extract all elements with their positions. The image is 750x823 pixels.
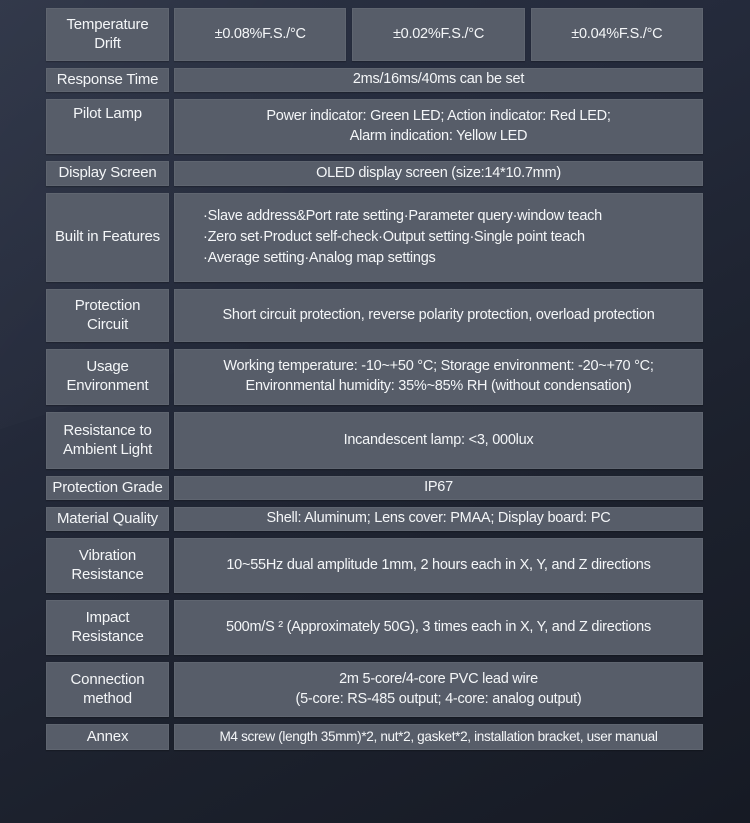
spec-label-text: Pilot Lamp — [73, 105, 142, 122]
spec-row-temperature-drift: Temperature Drift ±0.08%F.S./°C ±0.02%F.… — [46, 8, 703, 61]
spec-value-text: IP67 — [424, 479, 453, 496]
spec-value-protection-grade: IP67 — [174, 476, 703, 500]
spec-value-text: Incandescent lamp: <3, 000lux — [343, 431, 534, 448]
spec-label-response-time: Response Time — [46, 68, 169, 92]
spec-row-response-time: Response Time 2ms/16ms/40ms can be set — [46, 68, 703, 92]
spec-label-pilot-lamp: Pilot Lamp — [46, 99, 169, 154]
spec-value-drift-1: ±0.08%F.S./°C — [174, 8, 347, 61]
spec-value-text: ±0.08%F.S./°C — [214, 25, 306, 42]
spec-label-text: Protection Circuit — [74, 296, 141, 333]
spec-value-connection-method: 2m 5-core/4-core PVC lead wire (5-core: … — [174, 662, 703, 717]
spec-value-lines: Working temperature: -10~+50 °C; Storage… — [223, 357, 654, 396]
spec-value-line: 2m 5-core/4-core PVC lead wire — [339, 670, 538, 687]
spec-row-resistance-ambient-light: Resistance to Ambient Light Incandescent… — [46, 412, 703, 469]
spec-values-built-in-features: ·Slave address&Port rate setting·Paramet… — [174, 193, 703, 282]
spec-value-protection-circuit: Short circuit protection, reverse polari… — [174, 289, 703, 342]
spec-label-material-quality: Material Quality — [46, 507, 169, 531]
spec-row-pilot-lamp: Pilot Lamp Power indicator: Green LED; A… — [46, 99, 703, 154]
spec-value-lines: 2m 5-core/4-core PVC lead wire (5-core: … — [296, 670, 582, 709]
spec-row-protection-grade: Protection Grade IP67 — [46, 476, 703, 500]
spec-value-built-in-features: ·Slave address&Port rate setting·Paramet… — [174, 193, 703, 282]
spec-label-display-screen: Display Screen — [46, 161, 169, 186]
spec-row-material-quality: Material Quality Shell: Aluminum; Lens c… — [46, 507, 703, 531]
spec-values-temperature-drift: ±0.08%F.S./°C ±0.02%F.S./°C ±0.04%F.S./°… — [174, 8, 703, 61]
spec-value-text: ±0.02%F.S./°C — [392, 25, 485, 42]
spec-value-text: Short circuit protection, reverse polari… — [222, 306, 655, 323]
spec-value-lines: Power indicator: Green LED; Action indic… — [266, 107, 611, 146]
spec-value-material-quality: Shell: Aluminum; Lens cover: PMAA; Displ… — [174, 507, 703, 531]
spec-value-line: Environmental humidity: 35%~85% RH (with… — [245, 378, 632, 394]
spec-values-annex: M4 screw (length 35mm)*2, nut*2, gasket*… — [174, 724, 703, 750]
spec-values-pilot-lamp: Power indicator: Green LED; Action indic… — [174, 99, 703, 154]
spec-values-protection-grade: IP67 — [174, 476, 703, 500]
spec-label-resistance-ambient-light: Resistance to Ambient Light — [46, 412, 169, 469]
spec-value-line: Power indicator: Green LED; Action indic… — [266, 107, 611, 124]
spec-values-material-quality: Shell: Aluminum; Lens cover: PMAA; Displ… — [174, 507, 703, 531]
spec-value-line: ·Slave address&Port rate setting·Paramet… — [203, 208, 602, 224]
spec-value-line: Alarm indication: Yellow LED — [349, 127, 528, 144]
spec-label-text: Vibration Resistance — [71, 546, 144, 583]
spec-value-line: (5-core: RS-485 output; 4-core: analog o… — [295, 690, 582, 707]
spec-value-annex: M4 screw (length 35mm)*2, nut*2, gasket*… — [174, 724, 703, 750]
spec-label-text: Response Time — [56, 70, 159, 88]
spec-value-text: 10~55Hz dual amplitude 1mm, 2 hours each… — [226, 556, 651, 573]
spec-label-connection-method: Connection method — [46, 662, 169, 717]
spec-row-usage-environment: Usage Environment Working temperature: -… — [46, 349, 703, 405]
spec-row-built-in-features: Built in Features ·Slave address&Port ra… — [46, 193, 703, 282]
spec-values-display-screen: OLED display screen (size:14*10.7mm) — [174, 161, 703, 186]
spec-label-built-in-features: Built in Features — [46, 193, 169, 282]
spec-value-line: ·Average setting·Analog map settings — [203, 250, 436, 266]
spec-value-text: Shell: Aluminum; Lens cover: PMAA; Displ… — [266, 510, 611, 527]
spec-label-text: Usage Environment — [66, 358, 149, 394]
spec-value-text: ±0.04%F.S./°C — [571, 25, 663, 42]
spec-values-resistance-ambient-light: Incandescent lamp: <3, 000lux — [174, 412, 703, 469]
spec-row-vibration-resistance: Vibration Resistance 10~55Hz dual amplit… — [46, 538, 703, 593]
spec-row-impact-resistance: Impact Resistance 500m/S ² (Approximatel… — [46, 600, 703, 655]
spec-row-connection-method: Connection method 2m 5-core/4-core PVC l… — [46, 662, 703, 717]
spec-values-vibration-resistance: 10~55Hz dual amplitude 1mm, 2 hours each… — [174, 538, 703, 593]
spec-values-protection-circuit: Short circuit protection, reverse polari… — [174, 289, 703, 342]
spec-value-drift-3: ±0.04%F.S./°C — [530, 8, 703, 61]
spec-value-text: M4 screw (length 35mm)*2, nut*2, gasket*… — [219, 728, 658, 744]
spec-value-lines: ·Slave address&Port rate setting·Paramet… — [203, 206, 602, 269]
spec-row-display-screen: Display Screen OLED display screen (size… — [46, 161, 703, 186]
spec-value-resistance-ambient-light: Incandescent lamp: <3, 000lux — [174, 412, 703, 469]
spec-label-usage-environment: Usage Environment — [46, 349, 169, 405]
spec-value-drift-2: ±0.02%F.S./°C — [352, 8, 525, 61]
spec-row-protection-circuit: Protection Circuit Short circuit protect… — [46, 289, 703, 342]
spec-label-protection-circuit: Protection Circuit — [46, 289, 169, 342]
spec-value-text: 2ms/16ms/40ms can be set — [352, 71, 525, 88]
spec-value-vibration-resistance: 10~55Hz dual amplitude 1mm, 2 hours each… — [174, 538, 703, 593]
spec-label-text: Protection Grade — [52, 478, 163, 496]
spec-label-text: Built in Features — [55, 228, 160, 246]
spec-label-text: Annex — [86, 727, 129, 745]
spec-label-text: Temperature Drift — [66, 15, 149, 52]
spec-value-display-screen: OLED display screen (size:14*10.7mm) — [174, 161, 703, 186]
spec-label-text: Display Screen — [58, 164, 157, 182]
spec-label-text: Material Quality — [56, 509, 158, 527]
spec-label-text: Impact Resistance — [71, 608, 144, 645]
spec-values-impact-resistance: 500m/S ² (Approximately 50G), 3 times ea… — [174, 600, 703, 655]
spec-value-impact-resistance: 500m/S ² (Approximately 50G), 3 times ea… — [174, 600, 703, 655]
spec-value-pilot-lamp: Power indicator: Green LED; Action indic… — [174, 99, 703, 154]
specification-table: Temperature Drift ±0.08%F.S./°C ±0.02%F.… — [46, 8, 703, 750]
spec-value-text: OLED display screen (size:14*10.7mm) — [316, 164, 561, 181]
spec-value-response-time: 2ms/16ms/40ms can be set — [174, 68, 703, 92]
spec-label-annex: Annex — [46, 724, 169, 750]
spec-value-line: ·Zero set·Product self-check·Output sett… — [203, 229, 585, 245]
spec-row-annex: Annex M4 screw (length 35mm)*2, nut*2, g… — [46, 724, 703, 750]
spec-label-text: Connection method — [70, 670, 145, 707]
spec-values-response-time: 2ms/16ms/40ms can be set — [174, 68, 703, 92]
spec-values-connection-method: 2m 5-core/4-core PVC lead wire (5-core: … — [174, 662, 703, 717]
spec-values-usage-environment: Working temperature: -10~+50 °C; Storage… — [174, 349, 703, 405]
spec-value-line: Working temperature: -10~+50 °C; Storage… — [223, 358, 654, 375]
spec-label-impact-resistance: Impact Resistance — [46, 600, 169, 655]
spec-value-usage-environment: Working temperature: -10~+50 °C; Storage… — [174, 349, 703, 405]
spec-label-protection-grade: Protection Grade — [46, 476, 169, 500]
spec-label-temperature-drift: Temperature Drift — [46, 8, 169, 61]
spec-label-text: Resistance to Ambient Light — [62, 421, 153, 458]
spec-label-vibration-resistance: Vibration Resistance — [46, 538, 169, 593]
spec-value-text: 500m/S ² (Approximately 50G), 3 times ea… — [226, 618, 651, 635]
